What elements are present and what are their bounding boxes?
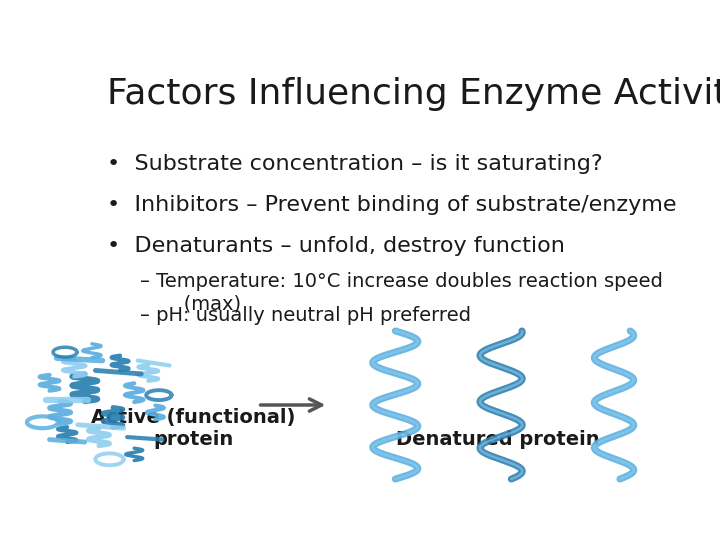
Text: – Temperature: 10°C increase doubles reaction speed
       (max): – Temperature: 10°C increase doubles rea… bbox=[140, 272, 663, 313]
Text: Active (functional)
protein: Active (functional) protein bbox=[91, 408, 295, 449]
Text: – pH: usually neutral pH preferred: – pH: usually neutral pH preferred bbox=[140, 306, 471, 326]
Text: •  Substrate concentration – is it saturating?: • Substrate concentration – is it satura… bbox=[107, 154, 603, 174]
Text: •  Inhibitors – Prevent binding of substrate/enzyme: • Inhibitors – Prevent binding of substr… bbox=[107, 195, 676, 215]
Text: Factors Influencing Enzyme Activity: Factors Influencing Enzyme Activity bbox=[107, 77, 720, 111]
Text: Denatured protein: Denatured protein bbox=[395, 430, 599, 449]
Text: •  Denaturants – unfold, destroy function: • Denaturants – unfold, destroy function bbox=[107, 235, 564, 256]
